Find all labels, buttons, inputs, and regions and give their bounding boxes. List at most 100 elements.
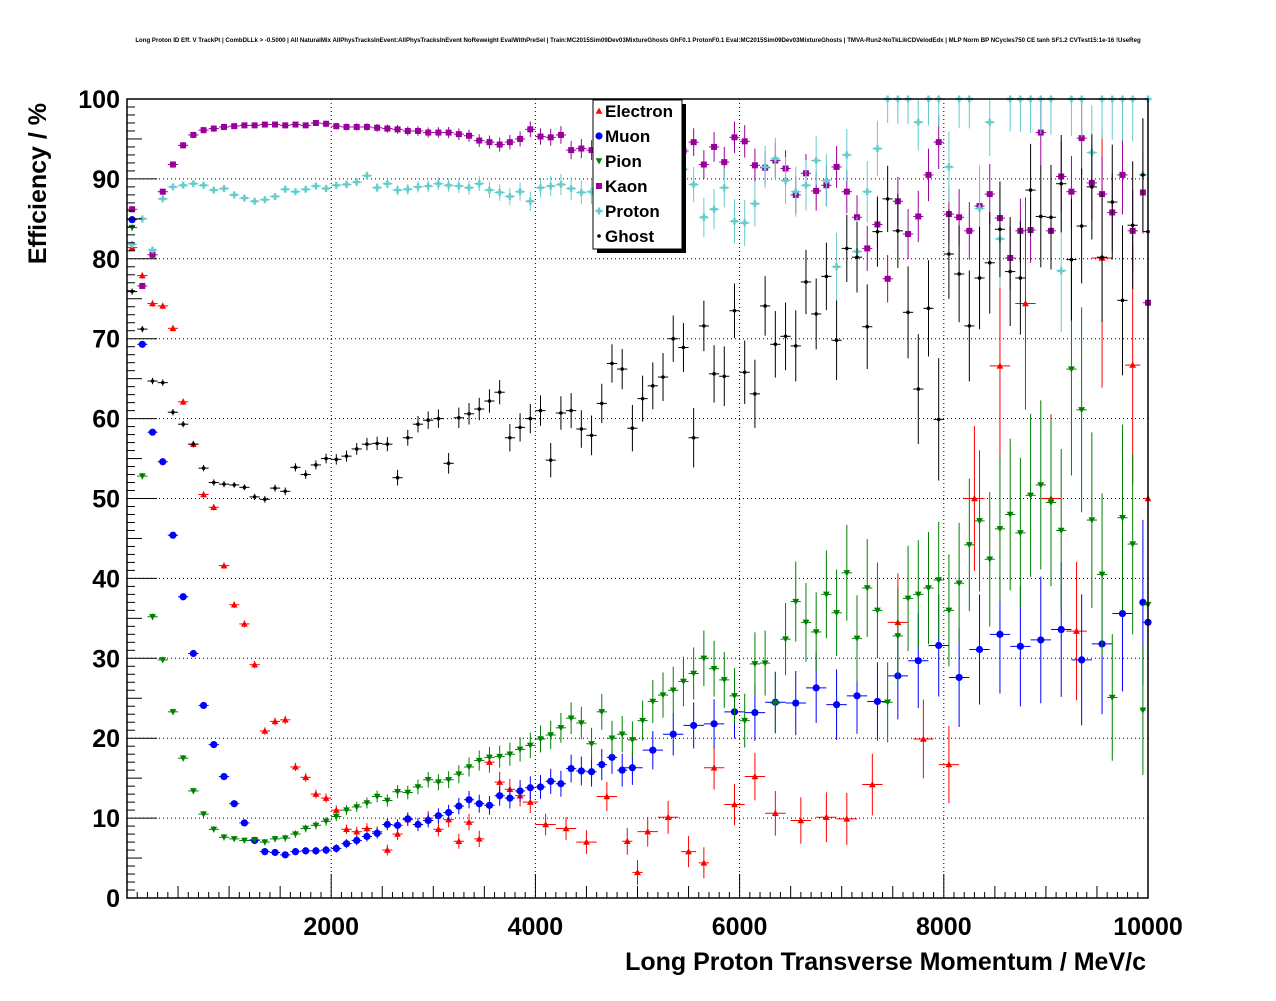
data-point <box>691 435 696 440</box>
data-point <box>537 736 544 743</box>
data-point <box>241 837 248 844</box>
data-point <box>671 336 676 341</box>
data-point <box>700 859 708 866</box>
data-point <box>987 260 992 265</box>
data-point <box>588 147 595 154</box>
data-point <box>302 847 310 855</box>
data-point <box>1078 656 1086 664</box>
data-point <box>1047 499 1055 506</box>
data-point <box>1027 492 1034 499</box>
data-point <box>343 123 350 130</box>
legend-marker <box>595 132 603 140</box>
data-point <box>720 184 728 192</box>
data-point <box>302 185 310 193</box>
data-point <box>771 809 779 817</box>
data-point <box>814 312 818 316</box>
data-point <box>884 275 891 282</box>
data-point <box>220 772 228 781</box>
data-point <box>915 213 922 220</box>
data-point <box>1120 298 1125 303</box>
y-tick-label: 0 <box>106 885 120 913</box>
data-point <box>702 324 706 328</box>
data-point <box>579 427 584 431</box>
data-point <box>271 848 279 857</box>
data-point <box>935 139 942 146</box>
data-point <box>395 475 400 480</box>
data-point <box>465 818 473 825</box>
data-point <box>588 741 595 748</box>
data-point <box>179 398 187 405</box>
data-point <box>159 195 167 203</box>
data-point <box>251 836 259 844</box>
data-point <box>845 246 849 251</box>
data-point <box>1141 173 1145 177</box>
y-tick-label: 10 <box>92 805 120 833</box>
data-point <box>322 794 330 801</box>
x-tick-label: 2000 <box>303 913 359 941</box>
data-point <box>251 122 258 129</box>
data-point <box>435 825 442 833</box>
data-point <box>312 822 320 829</box>
data-point <box>797 817 805 824</box>
data-point <box>353 836 361 845</box>
data-point <box>149 300 156 307</box>
data-point <box>996 630 1004 638</box>
data-point <box>547 777 555 785</box>
data-point <box>169 709 177 716</box>
data-point <box>508 435 512 440</box>
data-point <box>518 425 522 430</box>
data-point <box>465 796 473 804</box>
data-point <box>210 740 218 749</box>
data-point <box>416 422 420 426</box>
data-point <box>559 411 563 415</box>
data-point <box>608 735 616 742</box>
data-point <box>589 433 594 438</box>
data-point <box>843 151 851 159</box>
data-point <box>542 821 550 828</box>
data-point <box>955 673 963 682</box>
data-point <box>742 370 747 375</box>
data-point <box>680 678 687 685</box>
data-point <box>618 766 626 774</box>
data-point <box>385 442 390 446</box>
data-point <box>832 701 841 709</box>
data-point <box>457 416 461 420</box>
data-point <box>865 324 870 329</box>
data-point <box>730 217 738 225</box>
data-point <box>393 821 402 829</box>
data-point <box>1119 171 1126 178</box>
data-point <box>916 387 921 391</box>
data-point <box>634 869 641 876</box>
data-point <box>506 139 513 146</box>
data-point <box>894 633 902 640</box>
data-point <box>967 324 972 328</box>
data-point <box>802 619 810 626</box>
data-point <box>975 645 984 654</box>
data-point <box>599 401 604 406</box>
data-point <box>721 159 728 166</box>
data-point <box>383 797 391 804</box>
data-point <box>868 781 876 788</box>
y-tick-label: 90 <box>92 166 120 194</box>
data-point <box>712 372 716 376</box>
data-point <box>1100 255 1104 260</box>
data-point <box>383 820 391 829</box>
legend: Electron Muon Pion Kaon Proton Ghost <box>592 99 686 253</box>
legend-entry-pion: Pion <box>595 152 642 171</box>
y-tick-label: 50 <box>92 486 120 514</box>
data-point <box>516 746 524 753</box>
data-point <box>293 465 298 470</box>
data-point <box>1038 214 1043 219</box>
data-point <box>149 251 156 258</box>
data-point <box>435 129 442 136</box>
data-point <box>1108 694 1116 701</box>
data-point <box>855 255 859 260</box>
data-point <box>1139 598 1147 606</box>
data-point <box>640 396 645 401</box>
data-point <box>1057 625 1065 634</box>
data-point <box>1079 224 1084 228</box>
data-point <box>945 607 953 614</box>
data-point <box>1069 257 1074 262</box>
data-point <box>1016 530 1024 537</box>
data-point <box>853 692 861 700</box>
